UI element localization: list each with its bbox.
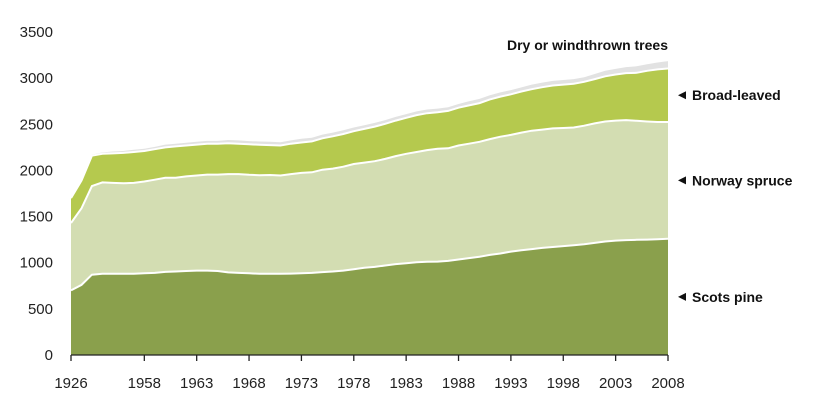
y-tick-label: 0 [45, 347, 53, 364]
y-axis-ticks: 0 500 1000 1500 2000 2500 3000 3500 [20, 24, 53, 364]
y-tick-label: 1500 [20, 209, 53, 226]
separator-norway-spruce [70, 119, 668, 224]
series-label-dry-or-windthrown-trees: Dry or windthrown trees [507, 37, 668, 53]
x-tick-label: 1926 [54, 375, 87, 392]
separator-broad-leaved [70, 67, 669, 199]
y-tick-label: 2000 [20, 162, 53, 179]
y-tick-label: 2500 [20, 116, 53, 133]
series-label-scots-pine: Scots pine [692, 289, 763, 305]
label-arrow-norway-spruce [678, 176, 686, 185]
y-tick-label: 3000 [20, 70, 53, 87]
area-norway-spruce [71, 120, 668, 291]
label-arrow-broad-leaved [678, 91, 686, 100]
area-broad-leaved [71, 68, 668, 223]
x-tick-label: 2008 [651, 375, 684, 392]
y-tick-label: 1000 [20, 255, 53, 272]
x-tick-label: 1973 [285, 375, 318, 392]
x-tick-label: 1978 [337, 375, 370, 392]
x-tick-label: 1988 [442, 375, 475, 392]
x-tick-label: 1983 [389, 375, 422, 392]
series-label-norway-spruce: Norway spruce [692, 172, 793, 188]
separator-scots-pine [70, 237, 669, 292]
area-layers [70, 61, 669, 355]
x-tick-label: 1993 [494, 375, 527, 392]
series-label-broad-leaved: Broad-leaved [692, 87, 781, 103]
y-tick-label: 3500 [20, 24, 53, 41]
x-tick-label: 1998 [547, 375, 580, 392]
label-arrow-scots-pine [678, 292, 686, 301]
x-tick-label: 1963 [180, 375, 213, 392]
x-tick-label: 1968 [232, 375, 265, 392]
y-tick-label: 500 [28, 301, 53, 318]
x-tick-label: 1958 [128, 375, 161, 392]
area-scots-pine [71, 238, 668, 355]
series-labels: Scots pine Norway spruce Broad-leaved Dry o… [507, 37, 793, 305]
x-axis-ticks: 1926 1958 1963 1968 1973 1978 1983 1988 1993 1998… [54, 355, 685, 392]
x-tick-label: 2003 [599, 375, 632, 392]
